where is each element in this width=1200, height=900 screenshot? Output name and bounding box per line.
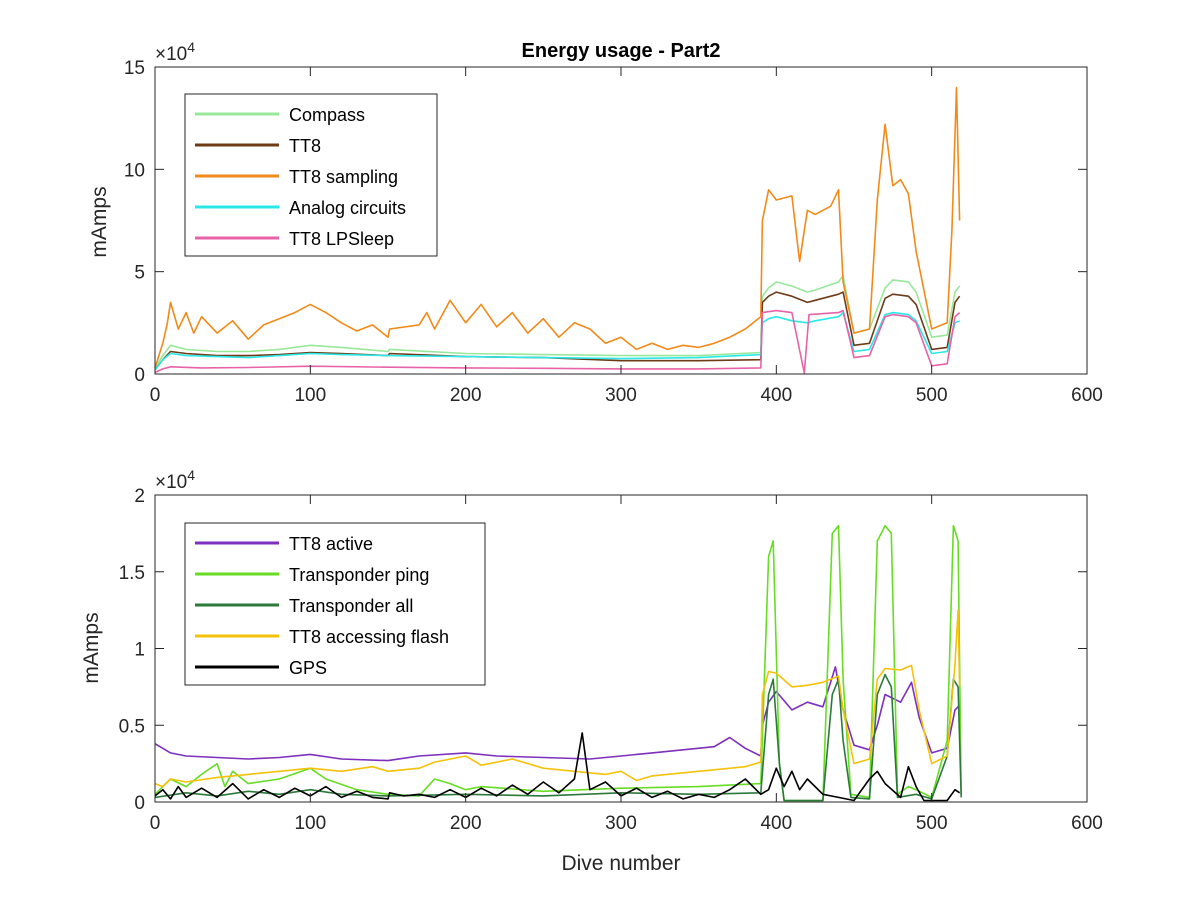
bottom-legend-label: TT8 accessing flash [289,627,449,647]
bottom-series-line-transponder-all [154,673,962,802]
top-y-tick-label: 5 [134,263,145,284]
top-legend-label: TT8 sampling [289,167,398,187]
top-series-line-tt8 [154,291,961,371]
bottom-legend-label: TT8 active [289,534,373,554]
bottom-legend-label: GPS [289,658,327,678]
bottom-y-tick-label: 2 [134,486,145,507]
bottom-y-tick-label: 1 [134,640,145,661]
bottom-x-tick-label: 100 [294,813,326,834]
top-y-exponent-label: ×104 [155,39,195,65]
bottom-ticks: 0 100 200 300 400 500 600 0 0.5 1 1.5 2 [119,486,1103,834]
top-y-axis-label: mAmps [88,186,111,257]
top-legend-label: Compass [289,105,365,125]
bottom-x-tick-label: 400 [760,813,792,834]
bottom-legend-box [184,522,486,686]
top-x-tick-label: 400 [760,385,792,406]
top-legend-label: TT8 LPSleep [289,229,394,249]
bottom-y-tick-label: 1.5 [119,563,145,584]
bottom-legend: TT8 active Transponder ping Transponder al… [184,522,486,686]
bottom-series-line-tt8-accessing-flash [154,609,961,788]
top-series-lines [154,86,961,374]
top-y-tick-label: 0 [134,365,145,386]
bottom-y-tick-label: 0.5 [119,716,145,737]
bottom-series-lines [154,524,962,802]
x-axis-label: Dive number [561,852,680,875]
top-x-tick-label: 0 [150,385,161,406]
top-x-tick-label: 100 [294,385,326,406]
bottom-x-tick-label: 200 [450,813,482,834]
top-legend-label: Analog circuits [289,198,406,218]
top-x-tick-label: 600 [1071,385,1103,406]
top-y-tick-label: 15 [124,58,145,79]
bottom-x-tick-label: 600 [1071,813,1103,834]
top-x-tick-label: 500 [916,385,948,406]
top-series-line-tt8-lpsleep [154,309,961,374]
bottom-legend-label: Transponder all [289,596,413,616]
top-x-tick-label: 200 [450,385,482,406]
bottom-x-tick-label: 500 [916,813,948,834]
bottom-legend-label: Transponder ping [289,565,429,585]
bottom-series-line-tt8-active [154,666,961,762]
top-x-tick-label: 300 [605,385,637,406]
top-series-line-tt8-sampling [154,86,961,369]
bottom-x-tick-label: 300 [605,813,637,834]
top-series-line-compass [154,275,961,369]
bottom-y-exponent-label: ×104 [155,467,195,493]
top-series-line-analog-circuits [154,311,960,371]
top-plot-panel: 0 100 200 300 400 500 600 0 5 10 15 ×104 Energy us… [88,39,1103,406]
chart-title: Energy usage - Part2 [522,40,721,62]
bottom-series-line-gps [154,732,961,802]
bottom-y-tick-label: 0 [134,793,145,814]
top-ticks: 0 100 200 300 400 500 600 0 5 10 15 [124,58,1103,406]
top-legend-label: TT8 [289,136,321,156]
top-legend: Compass TT8 TT8 sampling Analog circuits TT8… [184,93,438,257]
bottom-y-axis-label: mAmps [80,612,103,683]
top-y-tick-label: 10 [124,160,145,181]
bottom-x-tick-label: 0 [150,813,161,834]
